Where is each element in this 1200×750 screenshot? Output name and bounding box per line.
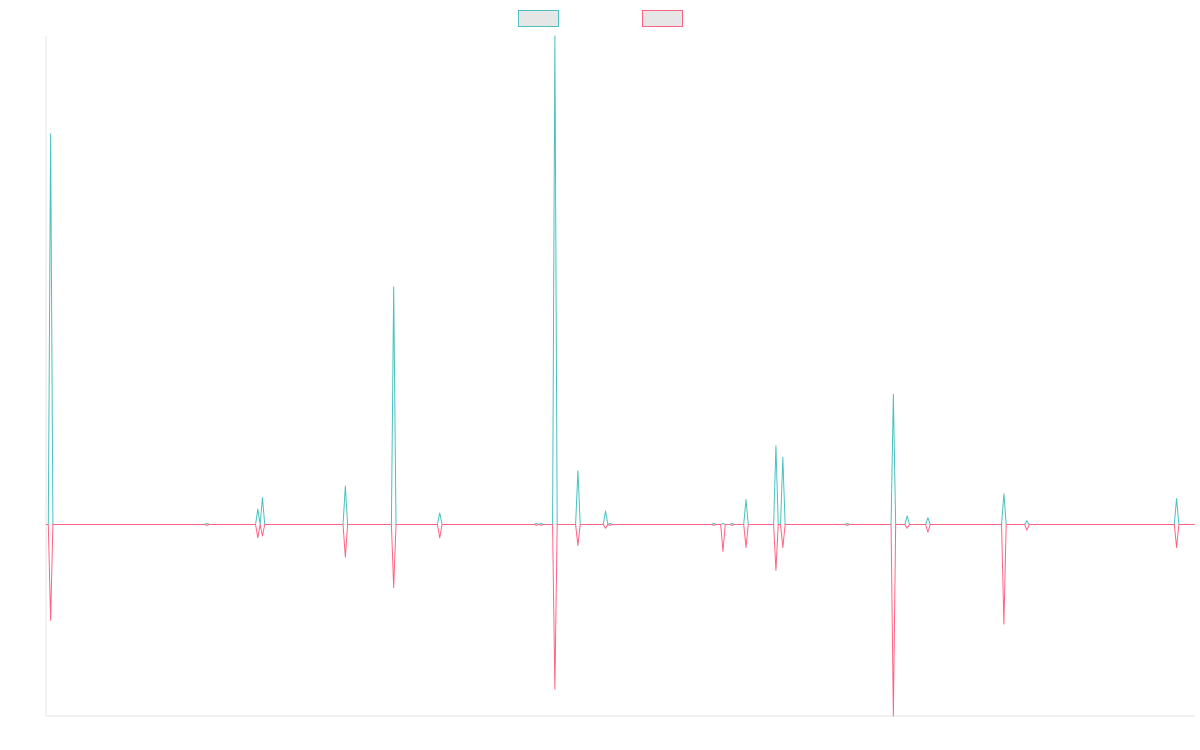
series-line-2 [46,523,1195,717]
legend-item-2 [642,10,683,27]
legend-swatch-1 [518,10,559,27]
plot-area [45,35,1195,717]
legend-item-1 [518,10,559,27]
legend-swatch-2 [642,10,683,27]
series-line-1 [46,35,1195,525]
legend [518,10,683,27]
